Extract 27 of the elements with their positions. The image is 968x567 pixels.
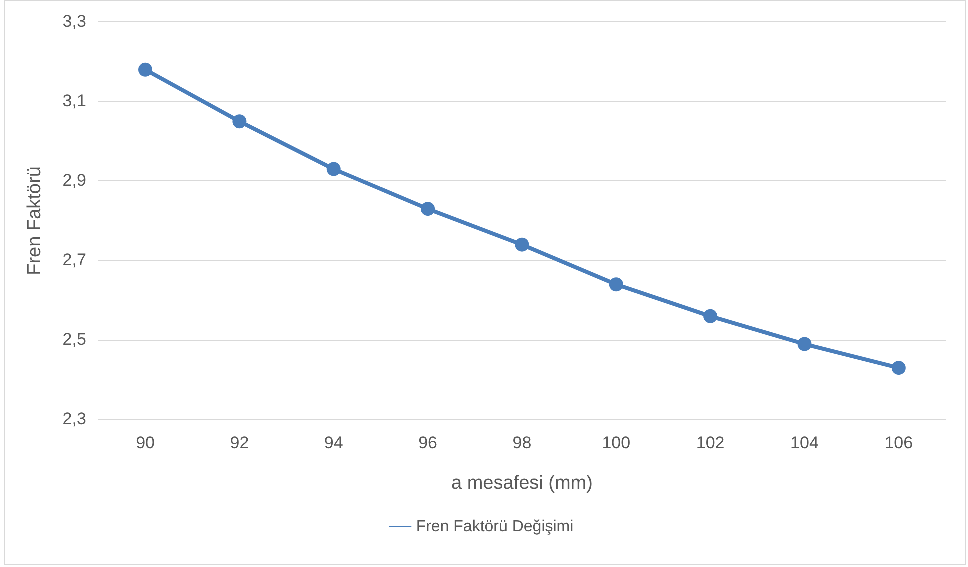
x-tick-label: 90 bbox=[136, 434, 155, 453]
point bbox=[421, 202, 436, 216]
point bbox=[609, 278, 624, 292]
y-tick-label: 2,7 bbox=[62, 250, 86, 270]
x-tick-label: 98 bbox=[512, 434, 532, 453]
x-tick-label: 106 bbox=[884, 434, 914, 453]
x-tick-label: 102 bbox=[696, 434, 725, 453]
y-tick-label: 2,9 bbox=[62, 170, 86, 190]
point bbox=[892, 361, 906, 376]
x-axis-title: a mesafesi (mm) bbox=[451, 472, 593, 494]
point bbox=[232, 114, 247, 129]
point bbox=[326, 162, 341, 176]
point bbox=[138, 62, 153, 77]
x-tick-label: 104 bbox=[790, 434, 819, 453]
y-tick-label: 2,3 bbox=[62, 409, 86, 428]
y-tick-label: 3,3 bbox=[62, 12, 86, 31]
y-axis-title: Fren Faktörü bbox=[24, 166, 46, 276]
x-tick-label: 92 bbox=[230, 434, 250, 453]
x-tick-label: 100 bbox=[602, 434, 631, 453]
y-tick-label: 2,5 bbox=[62, 330, 86, 349]
point bbox=[798, 337, 812, 352]
y-tick-label: 3,1 bbox=[62, 91, 86, 110]
x-tick-label: 94 bbox=[324, 434, 344, 453]
x-tick-label: 96 bbox=[418, 434, 438, 453]
point bbox=[515, 238, 530, 252]
legend-label: Fren Faktörü Değişimi bbox=[416, 518, 574, 536]
point bbox=[704, 309, 718, 324]
